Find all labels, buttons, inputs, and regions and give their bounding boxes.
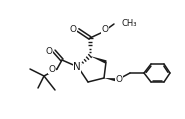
Text: CH₃: CH₃ [121, 18, 137, 27]
Text: O: O [115, 74, 122, 84]
Text: O: O [102, 25, 108, 35]
Polygon shape [90, 56, 107, 64]
Text: N: N [73, 62, 81, 72]
Text: O: O [46, 47, 53, 55]
Polygon shape [104, 78, 117, 82]
Text: O: O [48, 64, 55, 74]
Text: O: O [70, 25, 77, 35]
